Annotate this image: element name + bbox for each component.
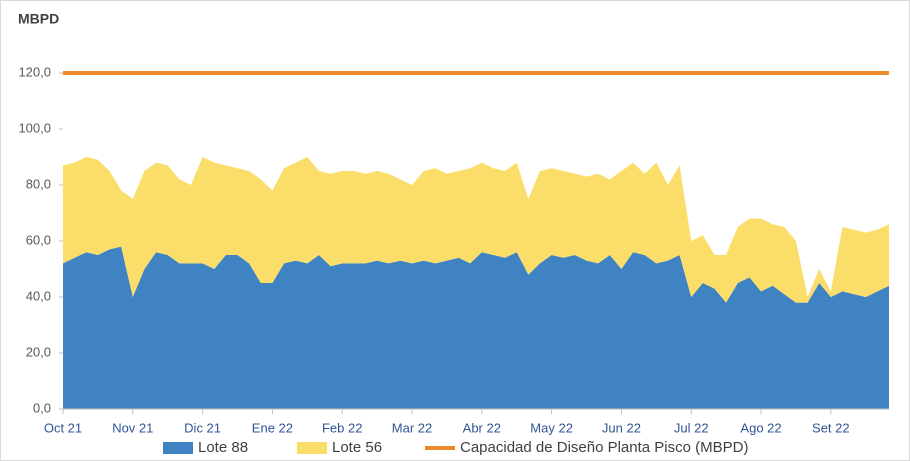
legend-label: Lote 56 — [332, 439, 382, 456]
x-tick-label: Set 22 — [812, 420, 850, 435]
x-tick-label: Oct 21 — [44, 420, 82, 435]
x-tick-label: Nov 21 — [112, 420, 153, 435]
x-tick-label: Jun 22 — [602, 420, 641, 435]
area — [63, 246, 889, 409]
x-tick-label: Mar 22 — [392, 420, 432, 435]
legend-swatch — [163, 442, 193, 454]
x-tick-label: May 22 — [530, 420, 573, 435]
legend-label: Lote 88 — [198, 439, 248, 456]
x-tick-label: Abr 22 — [463, 420, 501, 435]
y-tick-label: 0,0 — [33, 400, 51, 415]
x-tick-label: Ene 22 — [252, 420, 293, 435]
y-tick-label: 100,0 — [18, 120, 51, 135]
y-tick-label: 60,0 — [26, 232, 51, 247]
y-tick-label: 20,0 — [26, 344, 51, 359]
x-tick-label: Ago 22 — [740, 420, 781, 435]
y-tick-label: 80,0 — [26, 176, 51, 191]
x-tick-label: Feb 22 — [322, 420, 362, 435]
legend-label: Capacidad de Diseño Planta Pisco (MBPD) — [460, 439, 748, 456]
y-tick-label: 40,0 — [26, 288, 51, 303]
x-tick-label: Jul 22 — [674, 420, 709, 435]
y-axis-title: MBPD — [18, 11, 59, 27]
x-tick-label: Dic 21 — [184, 420, 221, 435]
legend-swatch — [297, 442, 327, 454]
y-tick-label: 120,0 — [18, 64, 51, 79]
area — [63, 157, 889, 303]
